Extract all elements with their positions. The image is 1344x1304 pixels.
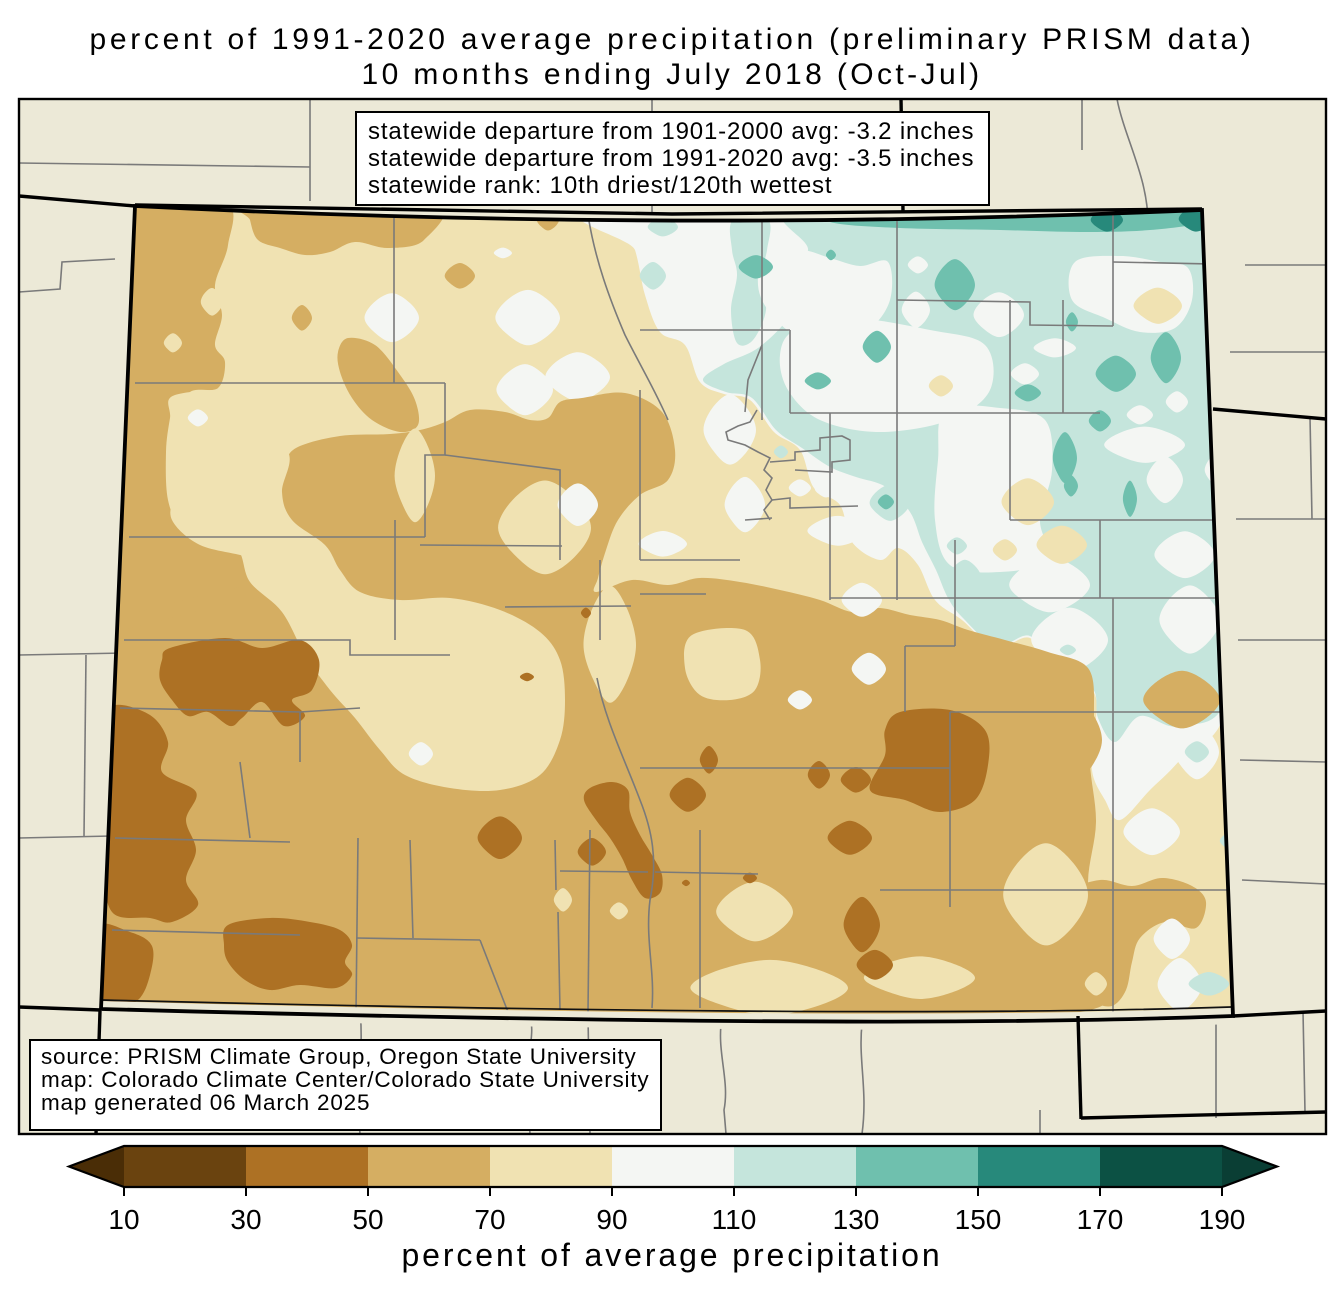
svg-text:130: 130 — [833, 1204, 880, 1235]
svg-text:50: 50 — [352, 1204, 383, 1235]
svg-text:statewide departure from 1901-: statewide departure from 1901-2000 avg: … — [368, 118, 974, 145]
svg-text:170: 170 — [1077, 1204, 1124, 1235]
svg-text:30: 30 — [230, 1204, 261, 1235]
svg-text:percent of 1991-2020 average p: percent of 1991-2020 average precipitati… — [89, 23, 1254, 56]
svg-text:190: 190 — [1199, 1204, 1246, 1235]
svg-text:10 months ending July 2018 (Oc: 10 months ending July 2018 (Oct-Jul) — [362, 58, 983, 91]
svg-text:10: 10 — [108, 1204, 139, 1235]
svg-text:statewide rank: 10th driest/12: statewide rank: 10th driest/120th wettes… — [368, 172, 832, 199]
svg-text:150: 150 — [955, 1204, 1002, 1235]
svg-text:70: 70 — [474, 1204, 505, 1235]
svg-text:percent of average precipitati: percent of average precipitation — [401, 1237, 942, 1273]
svg-text:110: 110 — [712, 1204, 757, 1235]
svg-text:statewide departure from 1991-: statewide departure from 1991-2020 avg: … — [368, 145, 974, 172]
svg-text:map generated 06 March 2025: map generated 06 March 2025 — [41, 1090, 370, 1115]
svg-text:map: Colorado Climate Center/C: map: Colorado Climate Center/Colorado St… — [41, 1067, 649, 1092]
svg-text:source: PRISM Climate Group, O: source: PRISM Climate Group, Oregon Stat… — [41, 1044, 637, 1069]
svg-text:90: 90 — [596, 1204, 627, 1235]
